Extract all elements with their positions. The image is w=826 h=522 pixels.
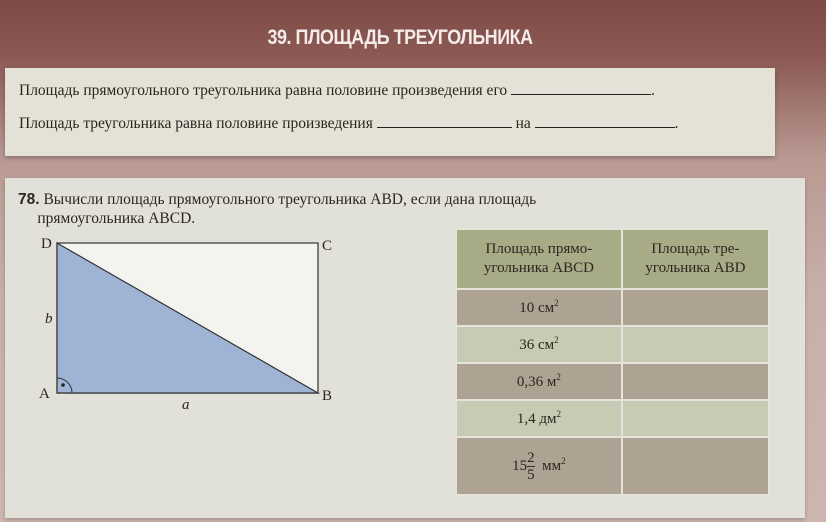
area-table: Площадь прямо-угольника ABCD Площадь тре-…	[455, 228, 771, 496]
rect-area-cell: 0,36 м2	[455, 362, 623, 401]
rule-1-text: Площадь прямоугольного треугольника равн…	[19, 82, 508, 99]
label-d: D	[41, 236, 52, 252]
rule-2-middle: на	[515, 115, 531, 132]
exponent: 2	[554, 298, 559, 308]
answer-cell[interactable]	[620, 362, 771, 401]
exercise-line-1: Вычисли площадь прямоугольного треугольн…	[43, 191, 537, 208]
answer-blank[interactable]	[534, 126, 675, 128]
answer-cell[interactable]	[620, 436, 771, 496]
value: 0,36	[516, 374, 544, 390]
label-a: a	[182, 397, 190, 413]
label-a-vertex: A	[39, 386, 50, 402]
exponent: 2	[556, 409, 561, 419]
rule-1: Площадь прямоугольного треугольника равн…	[19, 82, 655, 99]
unit: мм	[542, 457, 562, 474]
exercise-line-2: прямоугольника ABCD.	[37, 210, 196, 227]
answer-cell[interactable]	[620, 399, 771, 438]
rect-area-cell: 10 см2	[455, 288, 623, 327]
answer-blank[interactable]	[511, 93, 652, 95]
denominator: 5	[527, 466, 535, 483]
exercise-text: 78. Вычисли площадь прямоугольного треуг…	[18, 190, 536, 228]
whole: 15	[512, 457, 528, 474]
answer-cell[interactable]	[620, 325, 771, 364]
triangle-abd	[56, 241, 321, 394]
answer-cell[interactable]	[620, 288, 771, 327]
rectangle-figure: D C b A B a	[39, 236, 332, 413]
rule-2: Площадь треугольника равна половине прои…	[19, 115, 679, 132]
answer-blank[interactable]	[376, 126, 512, 128]
unit: м	[546, 374, 557, 390]
unit: см	[537, 337, 555, 353]
label-b: b	[45, 311, 53, 327]
section-title: 39. ПЛОЩАДЬ ТРЕУГОЛЬНИКА	[267, 26, 533, 49]
right-angle-mark	[56, 377, 73, 394]
label-b-vertex: B	[322, 388, 332, 404]
value: 1,4	[516, 411, 536, 427]
rect-area-cell: 1,4 дм2	[455, 399, 623, 438]
exponent: 2	[554, 335, 559, 345]
rule-box: Площадь прямоугольного треугольника равн…	[5, 68, 775, 156]
numerator: 2	[527, 449, 535, 467]
unit: см	[537, 300, 555, 316]
label-c: C	[322, 238, 332, 254]
rect-area-cell: 36 см2	[455, 325, 623, 364]
exponent: 2	[556, 372, 561, 382]
right-angle-dot	[61, 383, 65, 387]
unit: дм	[539, 411, 557, 427]
exercise-number: 78.	[18, 191, 40, 208]
value: 36	[519, 337, 535, 353]
exercise-box: 78. Вычисли площадь прямоугольного треуг…	[5, 178, 805, 518]
exponent: 2	[561, 455, 566, 466]
value: 10	[519, 300, 535, 316]
rect-area-cell: 15 2 5 мм2	[455, 436, 623, 496]
header-rectangle-area: Площадь прямо-угольника ABCD	[455, 228, 623, 290]
header-triangle-area: Площадь тре-угольника ABD	[620, 228, 771, 290]
rule-2-text: Площадь треугольника равна половине прои…	[19, 115, 373, 132]
